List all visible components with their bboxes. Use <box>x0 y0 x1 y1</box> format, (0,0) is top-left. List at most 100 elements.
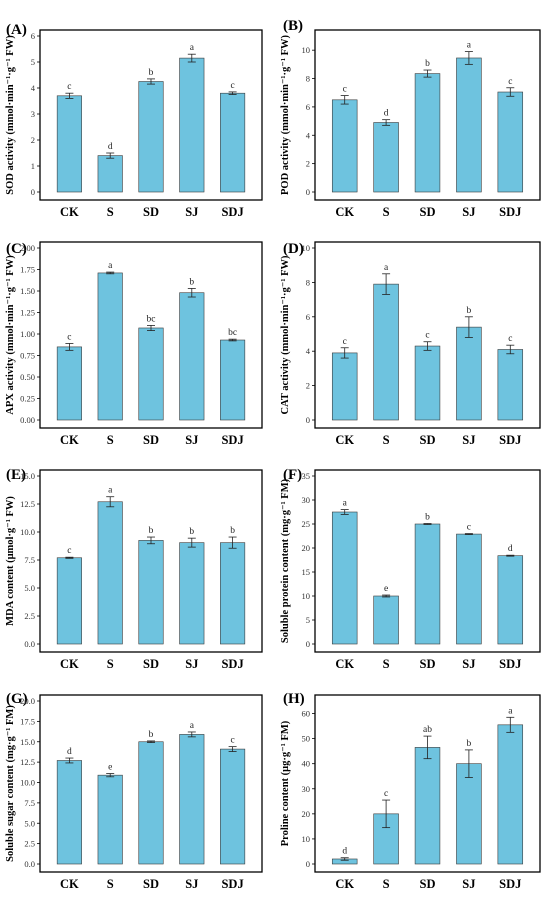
bar-sj <box>179 57 205 193</box>
panel-6: (F) 0 5 10 15 20 25 30 35 Soluble protein content… <box>280 467 541 671</box>
y-tick-label: 4 <box>306 346 311 356</box>
plot-frame <box>39 29 263 201</box>
y-axis-label: POD activity (mmol·min⁻¹·g⁻¹ FW) <box>280 35 291 195</box>
panel-5: (E) 0.0 2.5 5.0 7.5 10.0 12.5 15.0 MDA content (… <box>5 467 263 671</box>
bar-sd <box>138 327 164 421</box>
y-tick-label: 35 <box>302 471 311 481</box>
bar-s <box>97 501 123 645</box>
x-tick-label: SD <box>143 205 159 219</box>
bar-ck <box>331 352 358 421</box>
significance-letter: d <box>108 142 113 152</box>
y-tick-label: 2 <box>306 381 310 391</box>
y-tick-label: 12.5 <box>20 499 35 509</box>
x-tick-label: CK <box>335 877 354 891</box>
y-tick-label: 0.25 <box>20 394 35 404</box>
x-tick-label: CK <box>335 433 354 447</box>
bar-s <box>373 122 399 193</box>
x-tick-label: CK <box>335 205 354 219</box>
x-tick-label: SD <box>420 205 436 219</box>
y-tick-label: 6 <box>306 312 310 322</box>
x-tick-label: SDJ <box>221 657 243 671</box>
y-tick-label: 5.0 <box>24 583 35 593</box>
bar-sj <box>456 763 482 865</box>
significance-letter: c <box>343 337 347 347</box>
bar-sj <box>179 292 205 421</box>
y-tick-label: 0.75 <box>20 351 35 361</box>
bar-ck <box>56 557 82 645</box>
y-tick-label: 5 <box>306 615 310 625</box>
y-tick-label: 12.5 <box>20 757 35 767</box>
y-tick-label: 8 <box>306 74 310 84</box>
y-tick-label: 2.5 <box>24 839 35 849</box>
y-tick-label: 8 <box>306 277 310 287</box>
y-tick-label: 7.5 <box>24 555 35 565</box>
x-tick-label: SJ <box>185 877 198 891</box>
y-tick-label: 15.0 <box>20 471 35 481</box>
significance-letter: b <box>230 526 235 536</box>
x-tick-label: SJ <box>185 657 198 671</box>
x-tick-label: SJ <box>462 205 475 219</box>
significance-letter: a <box>384 263 389 273</box>
panel-8: (H) 0 10 20 30 40 50 60 Proline content (μg·g⁻¹ … <box>280 691 541 891</box>
panel-4: (D) 0 2 4 6 8 10 CAT activity (mmol·min⁻¹·g⁻¹ F… <box>280 241 541 447</box>
significance-letter: a <box>508 706 513 716</box>
significance-letter: b <box>149 730 154 740</box>
y-tick-label: 1.50 <box>20 286 35 296</box>
bar-s <box>373 283 399 421</box>
plot-frame <box>39 694 263 873</box>
bar-ck <box>331 511 358 645</box>
significance-letter: b <box>189 277 194 287</box>
y-tick-label: 60 <box>302 709 311 719</box>
significance-letter: b <box>149 68 154 78</box>
bar-sd <box>414 747 441 865</box>
x-tick-label: SDJ <box>499 205 521 219</box>
x-tick-label: SDJ <box>221 433 243 447</box>
bar-sd <box>414 523 441 645</box>
y-tick-label: 15 <box>302 567 311 577</box>
x-tick-label: SDJ <box>499 657 521 671</box>
x-tick-label: SD <box>143 657 159 671</box>
x-tick-label: S <box>383 877 390 891</box>
x-tick-label: S <box>107 877 114 891</box>
y-tick-label: 30 <box>302 495 311 505</box>
plot-frame <box>314 241 541 429</box>
y-tick-label: 0.00 <box>20 415 35 425</box>
panel-label: (H) <box>283 691 305 707</box>
significance-letter: c <box>67 332 71 342</box>
bar-s <box>97 155 123 193</box>
x-tick-label: SDJ <box>221 205 243 219</box>
y-tick-label: 1.75 <box>20 265 35 275</box>
x-tick-label: CK <box>60 657 79 671</box>
y-tick-label: 0 <box>31 187 35 197</box>
y-axis-label: Soluble sugar content (mg·g⁻¹ FM) <box>5 705 16 862</box>
x-tick-label: SJ <box>185 205 198 219</box>
bar-sdj <box>220 748 246 865</box>
bar-sj <box>456 326 482 421</box>
y-axis-label: MDA content (μmol·g⁻¹ FW) <box>5 496 16 626</box>
plot-frame <box>314 29 541 201</box>
bar-sd <box>138 741 164 865</box>
bar-sj <box>456 533 482 645</box>
y-tick-label: 15.0 <box>20 737 35 747</box>
x-tick-label: S <box>107 657 114 671</box>
plot-frame <box>314 694 541 873</box>
bar-s <box>97 272 123 421</box>
panel-1: (A) 0 1 2 3 4 5 6 SOD activity (mmol·min⁻¹·g⁻¹ F… <box>5 22 263 219</box>
significance-letter: c <box>230 736 234 746</box>
panel-label: (C) <box>6 241 27 257</box>
significance-letter: c <box>230 81 234 91</box>
y-axis-label: Soluble protein content (mg·g⁻¹ FM) <box>280 478 291 643</box>
significance-letter: bc <box>228 328 237 338</box>
y-axis-label: CAT activity (mmol·min⁻¹·g⁻¹ FW) <box>280 255 291 415</box>
y-tick-label: 10.0 <box>20 778 35 788</box>
y-tick-label: 40 <box>302 759 311 769</box>
bar-sj <box>456 57 482 193</box>
y-tick-label: 0 <box>306 639 310 649</box>
bar-sdj <box>220 92 246 193</box>
panel-label: (A) <box>6 22 27 38</box>
panel-2: (B) 0 2 4 6 8 10 POD activity (mmol·min⁻¹·g⁻¹ F… <box>280 18 541 219</box>
bar-sdj <box>497 349 524 421</box>
panel-label: (B) <box>283 18 303 34</box>
